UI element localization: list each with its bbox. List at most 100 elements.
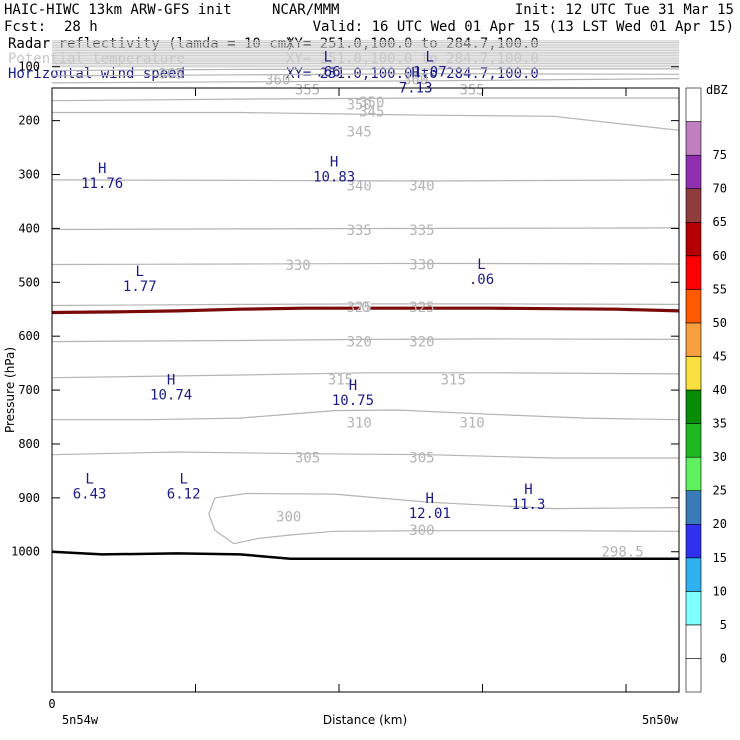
y-tick-label-1000: 1000: [11, 545, 40, 559]
wind-extremum-value: 12.01: [409, 506, 451, 522]
colorbar-swatch: [685, 423, 702, 458]
colorbar-level-70: 70: [713, 182, 727, 196]
theta-label-355: 355: [295, 82, 320, 98]
colorbar-swatch: [685, 456, 702, 492]
theta-contour-355: [51, 78, 680, 84]
colorbar-level-5: 5: [720, 618, 727, 632]
theta-label-320: 320: [409, 335, 434, 351]
freezing-label-bg: [360, 302, 371, 314]
colorbar-swatch: [685, 557, 702, 592]
wind-extremum-value: 10.83: [313, 169, 355, 185]
colorbar-level-65: 65: [713, 215, 727, 229]
wind-extremum-value: 6.12: [167, 486, 201, 502]
theta-contour-320: [51, 338, 680, 343]
potential-temperature-contours: [51, 68, 680, 545]
colorbar-swatch: [685, 389, 702, 424]
colorbar-swatch: [685, 154, 702, 190]
theta-label-345: 345: [347, 124, 372, 140]
y-tick-label-800: 800: [18, 437, 40, 451]
y-tick-label-100: 100: [18, 60, 40, 74]
terrain-path: [51, 550, 679, 560]
wind-extremum-value: 10.75: [332, 393, 374, 409]
x-axis-title: Distance (km): [323, 713, 407, 727]
wind-extremum-type: L: [136, 264, 144, 280]
theta-label-335: 335: [409, 223, 434, 239]
theta-contour-345: [52, 111, 680, 131]
colorbar-swatch: [685, 590, 702, 626]
wind-extremum-type: H: [330, 154, 338, 170]
theta-contour-298-5: [233, 530, 680, 545]
wind-extremum-type: H: [426, 491, 434, 507]
theta-label-310: 310: [459, 415, 484, 431]
theta-label-340: 340: [347, 178, 372, 194]
theta-label-335: 335: [347, 223, 372, 239]
wind-extremum-value: 11.76: [81, 176, 123, 192]
wind-extremum-value: 7.13: [399, 81, 433, 97]
colorbar-level-20: 20: [713, 517, 727, 531]
y-axis: 100 200 300 400 500 600 700 800 900 1000: [11, 60, 679, 559]
plot-area: 0 365 36035535034534033533032532031531030…: [51, 40, 680, 693]
colorbar-swatch: [685, 624, 702, 659]
y-tick-label-600: 600: [18, 329, 40, 343]
theta-label-355: 355: [459, 82, 484, 98]
wind-extremum-value: 6.43: [73, 486, 107, 502]
theta-label-350: 350: [347, 97, 372, 113]
colorbar-swatch: [685, 255, 702, 290]
wind-extremum-type: L: [324, 49, 332, 65]
colorbar-level-55: 55: [713, 282, 727, 296]
theta-contour-350: [51, 97, 679, 102]
fcst-label: Fcst:: [4, 19, 46, 35]
valid-time: Valid: 16 UTC Wed 01 Apr 15 (13 LST Wed …: [313, 19, 734, 35]
x-axis: [51, 88, 627, 692]
theta-label-325: 325: [409, 300, 434, 316]
theta-label-310: 310: [347, 415, 372, 431]
colorbar-swatch: [685, 658, 702, 693]
colorbar-level-60: 60: [713, 249, 727, 263]
theta-label-360: 360: [403, 73, 428, 89]
theta-label-345: 345: [359, 104, 384, 120]
y-tick-label-200: 200: [18, 114, 40, 128]
colorbar-swatch: [685, 490, 702, 525]
reflectivity-colorbar: 0 5 10 15 20 25 30 35 40 45 50 55 60 65 70 75: [685, 87, 727, 693]
freezing-level-label: 0: [361, 300, 369, 316]
colorbar-level-25: 25: [713, 484, 727, 498]
terrain-line: [51, 550, 679, 560]
theta-label-340: 340: [409, 178, 434, 194]
colorbar-level-15: 15: [713, 551, 727, 565]
theta-label-315: 315: [441, 372, 466, 388]
y-tick-label-300: 300: [18, 168, 40, 182]
wind-extremum-value: 10.74: [150, 388, 192, 404]
wind-extremum-type: H: [349, 378, 357, 394]
y-tick-label-400: 400: [18, 221, 40, 235]
colorbar-swatch: [685, 322, 702, 357]
theta-contour-330: [51, 262, 680, 266]
org-label: NCAR/MMM: [272, 2, 339, 18]
colorbar-level-40: 40: [713, 383, 727, 397]
theta-labels: 365 3603553503453403353303253203153103053…: [158, 67, 643, 561]
colorbar-swatch: [685, 288, 702, 324]
colorbar-level-45: 45: [713, 349, 727, 363]
wind-extrema-labels: L.66 H7.13L1.07H11.76H10.83L1.77L.06H10.7…: [73, 49, 546, 522]
theta-contour-310: [52, 409, 680, 421]
colorbar-level-75: 75: [713, 148, 727, 162]
colorbar-swatch: [685, 356, 702, 391]
theta-contour-315: [51, 372, 680, 379]
colorbar-level-0: 0: [720, 651, 727, 665]
theta-contour-360: [51, 73, 680, 77]
wind-extremum-value: 1.07: [413, 64, 447, 80]
colorbar-level-10: 10: [713, 584, 727, 598]
x-endpoint-right: 5n50w: [642, 713, 679, 727]
colorbar-swatch: [685, 188, 702, 223]
colorbar-level-35: 35: [713, 417, 727, 431]
theta-label-365: 365: [158, 67, 183, 83]
colorbar-level-30: 30: [713, 450, 727, 464]
colorbar-swatch: [685, 87, 702, 122]
wind-extremum-value: .66: [315, 64, 340, 80]
wind-extremum-type: L: [85, 471, 93, 487]
y-tick-label-700: 700: [18, 383, 40, 397]
theta-label-298-5: 298.5: [601, 545, 643, 561]
theta-label-330: 330: [409, 258, 434, 274]
wind-extremum-value: 1.77: [123, 279, 157, 295]
freezing-level: 0: [51, 300, 680, 316]
wind-extremum-type: L: [179, 471, 187, 487]
